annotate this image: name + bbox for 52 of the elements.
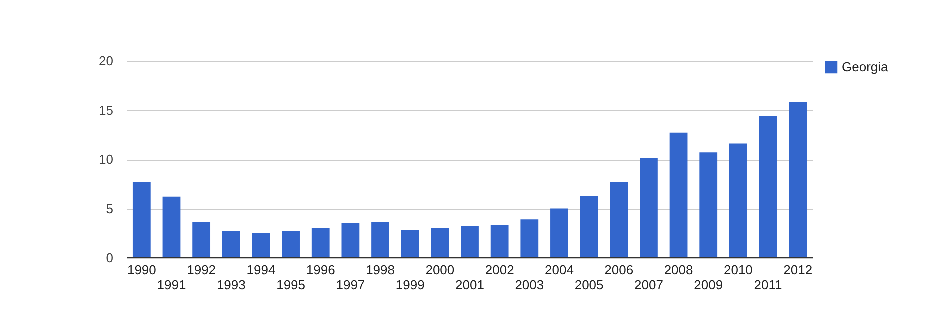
x-tick-label: 2007 <box>634 278 664 292</box>
bar <box>372 222 390 258</box>
y-tick-label: 15 <box>99 102 114 118</box>
x-tick-label: 2005 <box>574 278 604 292</box>
x-tick-label: 2010 <box>724 262 753 278</box>
x-tick-label: 1997 <box>336 278 366 292</box>
legend-label: Georgia <box>842 60 890 74</box>
y-tick-label: 20 <box>99 54 114 68</box>
bar <box>342 224 360 258</box>
bar <box>520 220 539 258</box>
y-tick-label: 10 <box>99 152 114 167</box>
bar <box>490 225 509 258</box>
y-tick-label: 5 <box>106 201 114 216</box>
bar <box>132 182 151 258</box>
bar <box>789 102 808 258</box>
bar <box>580 196 598 258</box>
x-tick-label: 1998 <box>366 262 395 278</box>
x-tick-label: 2012 <box>784 262 813 278</box>
x-tick-label: 2001 <box>456 278 484 292</box>
bar <box>610 182 628 258</box>
x-tick-label: 2003 <box>515 278 544 292</box>
bar <box>312 228 330 258</box>
bar <box>670 132 688 258</box>
x-tick-label: 2011 <box>754 278 782 292</box>
bar <box>640 158 658 258</box>
x-tick-label: 1991 <box>157 278 186 292</box>
x-tick-label: 2002 <box>485 262 514 278</box>
bar <box>729 144 748 258</box>
bar <box>162 196 181 258</box>
x-tick-label: 1996 <box>306 262 336 278</box>
x-tick-label: 2000 <box>426 262 455 278</box>
bar <box>700 152 718 258</box>
bar <box>431 228 450 258</box>
x-tick-label: 2008 <box>664 262 694 278</box>
bar <box>192 222 211 258</box>
x-tick-label: 1994 <box>246 262 276 278</box>
x-tick-label: 1990 <box>127 262 156 278</box>
x-tick-label: 2006 <box>604 262 634 278</box>
bar <box>759 116 778 258</box>
bar <box>222 231 240 258</box>
x-tick-label: 2004 <box>545 262 574 278</box>
bar <box>550 208 568 258</box>
bar <box>461 226 479 258</box>
bar <box>401 230 420 258</box>
bar <box>282 231 300 258</box>
x-tick-label: 1995 <box>276 278 306 292</box>
x-tick-label: 1999 <box>396 278 425 292</box>
bar <box>252 233 270 258</box>
y-tick-label: 0 <box>106 250 114 266</box>
x-tick-label: 1993 <box>216 278 246 292</box>
x-tick-label: 1992 <box>187 262 216 278</box>
x-tick-label: 2009 <box>694 278 724 292</box>
